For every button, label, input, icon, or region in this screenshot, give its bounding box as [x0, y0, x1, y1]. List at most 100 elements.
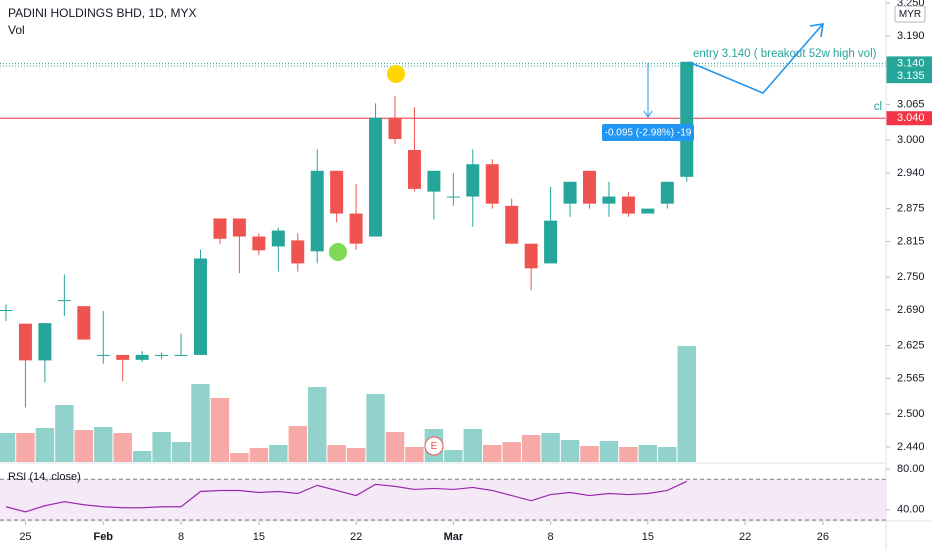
- forecast-path: [688, 24, 823, 94]
- candle-body: [77, 306, 91, 340]
- candle-body: [252, 236, 266, 251]
- x-tick-label: 15: [642, 531, 654, 543]
- chart-title: PADINI HOLDINGS BHD, 1D, MYX: [8, 6, 196, 20]
- volume-bar: [94, 427, 113, 462]
- volume-bar: [366, 394, 385, 462]
- currency: MYR: [899, 9, 921, 20]
- volume-bar: [463, 429, 483, 462]
- price-box-label: 3.140: [897, 57, 925, 69]
- marker-green: [329, 243, 347, 261]
- candle-body: [330, 170, 344, 214]
- candle-body: [466, 164, 480, 197]
- candle-body: [291, 240, 305, 264]
- x-tick-label: Feb: [93, 531, 113, 543]
- rsi-tick-label: 80.00: [897, 463, 925, 475]
- price-box: [886, 69, 932, 84]
- rsi-tick-label: 40.00: [897, 504, 925, 516]
- volume-bar: [599, 441, 619, 462]
- volume-bar: [132, 451, 152, 462]
- candle-body: [135, 354, 149, 360]
- y-tick-label: 2.690: [897, 304, 925, 316]
- candle-body: [427, 170, 441, 192]
- volume-bar: [327, 445, 346, 462]
- volume-bar: [35, 428, 55, 462]
- volume-bar: [580, 446, 599, 462]
- candle-body: [407, 149, 421, 189]
- cl-note: cl: [874, 101, 882, 113]
- volume-bar: [658, 447, 677, 462]
- y-tick-label: 2.500: [897, 408, 925, 420]
- candle-body: [232, 218, 246, 237]
- volume-bar: [74, 430, 94, 462]
- volume-bar: [677, 346, 696, 462]
- price-box-label: 3.135: [897, 70, 925, 82]
- x-tick-label: 8: [178, 531, 184, 543]
- rsi-band: [0, 479, 886, 520]
- volume-bar: [541, 433, 560, 462]
- candle-body: [621, 196, 635, 214]
- candle-body: [602, 196, 616, 204]
- volume-bar: [210, 398, 230, 462]
- volume-bar: [560, 440, 580, 462]
- candle-body: [485, 164, 499, 204]
- volume-bar: [0, 433, 16, 462]
- marker-yellow: [387, 65, 405, 83]
- candle-body: [524, 243, 538, 269]
- candle-body: [18, 323, 32, 361]
- y-tick-label: 3.250: [897, 0, 925, 9]
- candle-body: [57, 300, 71, 302]
- candle-body: [174, 354, 188, 356]
- y-tick-label: 2.440: [897, 441, 925, 453]
- forecast-arrow: [809, 23, 824, 38]
- volume-bar: [269, 445, 288, 462]
- x-tick-label: 22: [350, 531, 362, 543]
- y-tick-label: 2.815: [897, 235, 925, 247]
- price-box: [886, 56, 932, 71]
- candle-body: [155, 354, 169, 356]
- candle-body: [0, 309, 13, 311]
- volume-bar: [113, 433, 132, 462]
- volume-bar: [385, 432, 405, 462]
- volume-bar: [16, 433, 35, 462]
- x-tick-label: Mar: [444, 531, 464, 543]
- y-tick-label: 2.625: [897, 340, 925, 352]
- y-tick-label: 3.190: [897, 30, 925, 42]
- rsi-title: RSI (14, close): [8, 471, 81, 483]
- volume-bar: [502, 442, 521, 462]
- candle-body: [271, 230, 285, 247]
- volume-label: Vol: [8, 23, 25, 37]
- measure-arrow: [643, 110, 653, 118]
- price-box-label: 3.040: [897, 112, 925, 124]
- volume-bar: [55, 405, 74, 462]
- x-tick-label: 26: [817, 531, 829, 543]
- volume-bar: [249, 448, 269, 462]
- volume-bar: [307, 387, 327, 462]
- y-tick-label: 2.565: [897, 372, 925, 384]
- volume-bar: [638, 445, 658, 462]
- x-tick-label: 22: [739, 531, 751, 543]
- earnings-marker: [424, 436, 444, 456]
- candle-body: [505, 205, 519, 244]
- volume-bar: [483, 445, 502, 462]
- price-box: [886, 111, 932, 126]
- candle-body: [310, 170, 324, 252]
- volume-bar: [444, 450, 463, 462]
- entry-note: entry 3.140 ( breakout 52w high vol): [693, 48, 877, 60]
- candle-body: [641, 208, 655, 214]
- y-tick-label: 2.940: [897, 167, 925, 179]
- candle-body: [116, 354, 130, 360]
- measure-label: -0.095 (-2.98%) -19: [605, 128, 692, 139]
- volume-bar: [152, 432, 171, 462]
- x-tick-label: 25: [19, 531, 31, 543]
- candle-body: [388, 117, 402, 140]
- candle-body: [583, 170, 596, 204]
- volume-bar: [191, 384, 210, 462]
- measure-box: [602, 124, 694, 141]
- volume-bar: [288, 426, 307, 462]
- x-tick-label: 8: [548, 531, 554, 543]
- y-tick-label: 3.065: [897, 98, 925, 110]
- candle-body: [563, 181, 577, 204]
- candle-body: [660, 181, 674, 204]
- currency-box: [894, 5, 926, 23]
